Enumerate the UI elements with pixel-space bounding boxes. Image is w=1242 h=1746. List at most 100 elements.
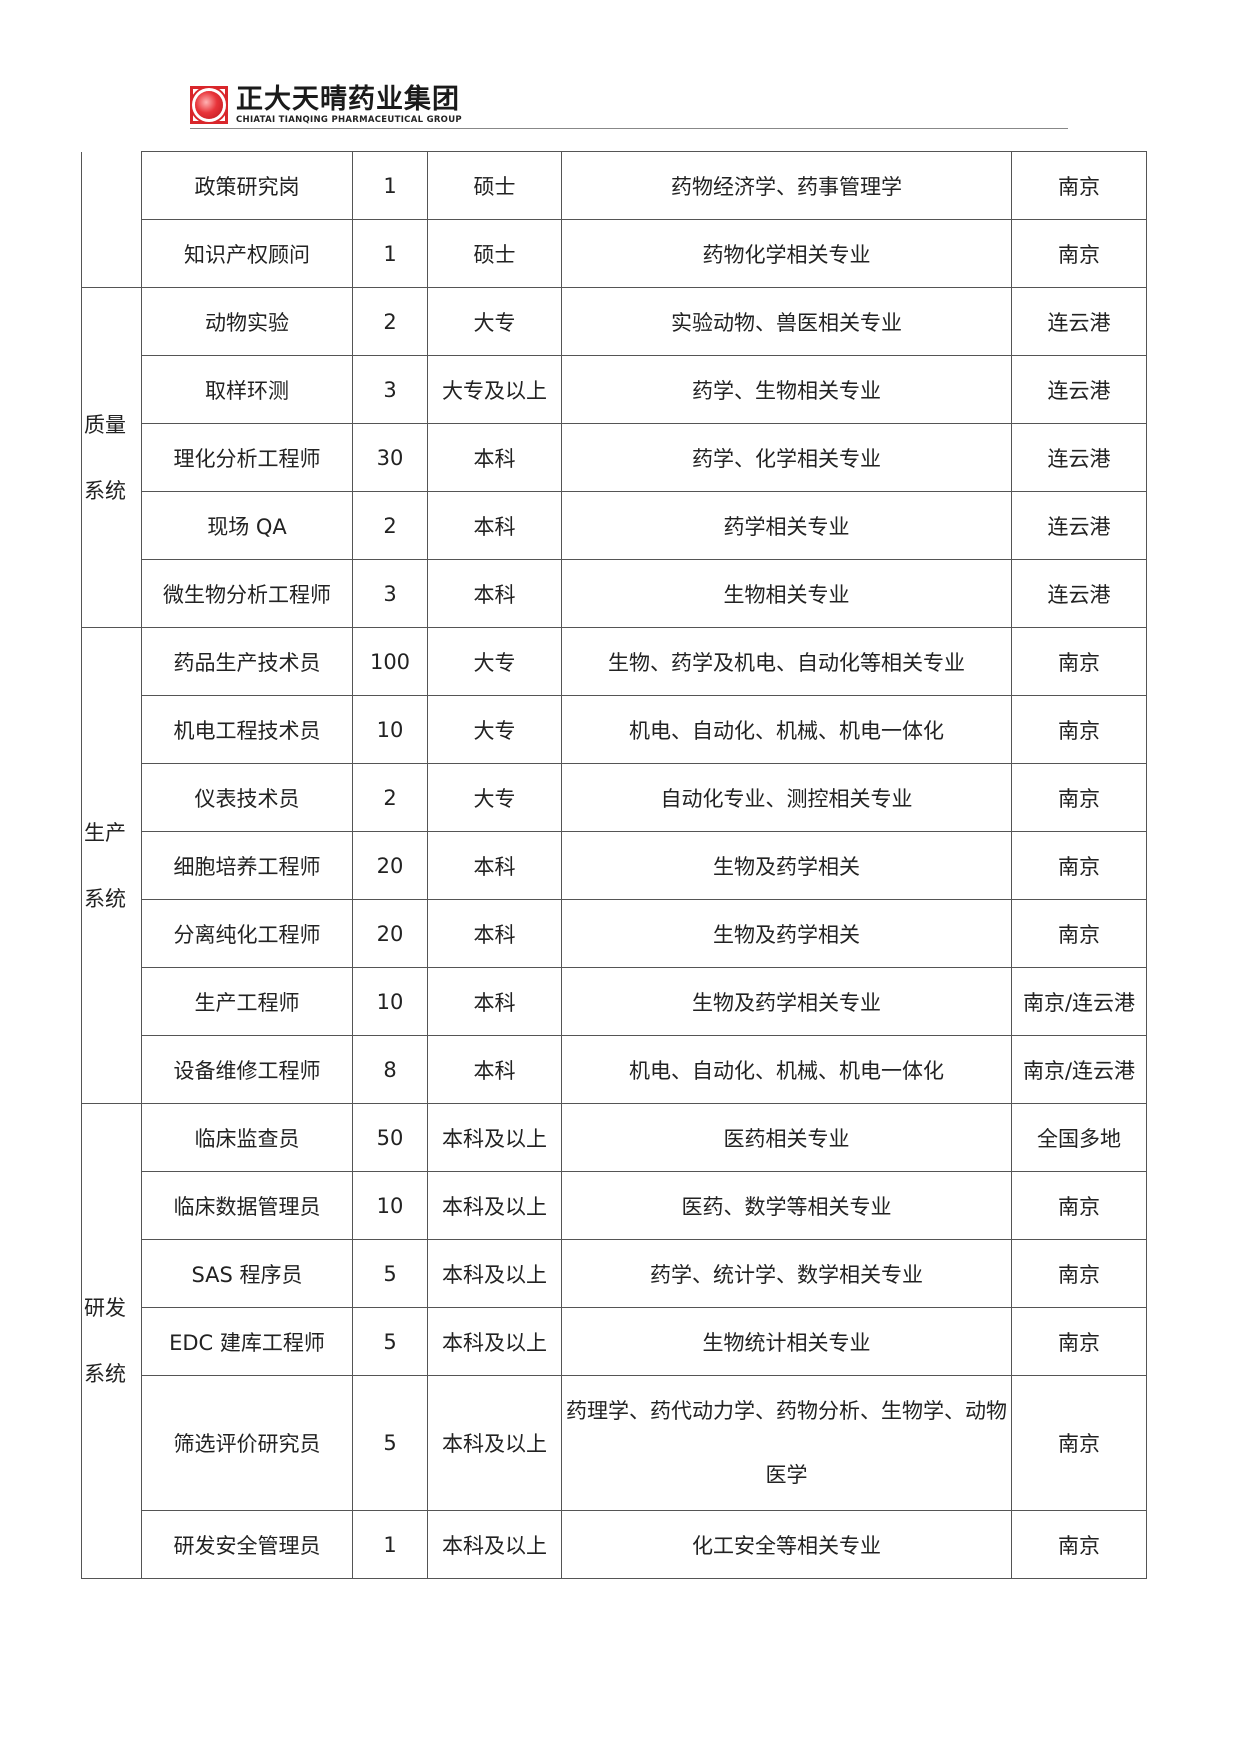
table-row: 取样环测 3 大专及以上 药学、生物相关专业 连云港 <box>82 355 1147 424</box>
table-row: 分离纯化工程师 20 本科 生物及药学相关 南京 <box>82 899 1147 968</box>
major-cell: 药理学、药代动力学、药物分析、生物学、动物医学 <box>561 1375 1012 1511</box>
table-row: 微生物分析工程师 3 本科 生物相关专业 连云港 <box>82 559 1147 628</box>
position-cell: 知识产权顾问 <box>141 219 353 288</box>
major-cell: 实验动物、兽医相关专业 <box>561 287 1012 356</box>
location-cell: 全国多地 <box>1011 1103 1147 1172</box>
education-cell: 本科及以上 <box>427 1375 562 1511</box>
category-label: 系统 <box>84 478 126 503</box>
major-cell: 药物化学相关专业 <box>561 219 1012 288</box>
location-cell: 连云港 <box>1011 423 1147 492</box>
table-row: 生产工程师 10 本科 生物及药学相关专业 南京/连云港 <box>82 967 1147 1036</box>
major-cell: 生物统计相关专业 <box>561 1307 1012 1376</box>
position-cell: 动物实验 <box>141 287 353 356</box>
position-cell: 生产工程师 <box>141 967 353 1036</box>
location-cell: 南京 <box>1011 1171 1147 1240</box>
education-cell: 大专 <box>427 287 562 356</box>
position-cell: 设备维修工程师 <box>141 1035 353 1104</box>
major-cell: 药物经济学、药事管理学 <box>561 151 1012 220</box>
category-label: 质量 <box>84 412 126 437</box>
position-cell: 现场 QA <box>141 491 353 560</box>
location-cell: 连云港 <box>1011 559 1147 628</box>
position-cell: 临床监查员 <box>141 1103 353 1172</box>
major-cell: 生物及药学相关 <box>561 899 1012 968</box>
headcount-cell: 50 <box>352 1103 428 1172</box>
location-cell: 南京 <box>1011 219 1147 288</box>
education-cell: 本科 <box>427 559 562 628</box>
major-cell: 机电、自动化、机械、机电一体化 <box>561 695 1012 764</box>
position-cell: 分离纯化工程师 <box>141 899 353 968</box>
education-cell: 本科 <box>427 831 562 900</box>
location-cell: 南京 <box>1011 1307 1147 1376</box>
education-cell: 本科及以上 <box>427 1510 562 1579</box>
table-row: 质量 系统 动物实验 2 大专 实验动物、兽医相关专业 连云港 <box>81 287 1147 628</box>
position-cell: 临床数据管理员 <box>141 1171 353 1240</box>
location-cell: 南京 <box>1011 763 1147 832</box>
major-cell: 药学相关专业 <box>561 491 1012 560</box>
headcount-cell: 8 <box>352 1035 428 1104</box>
category-label: 系统 <box>84 886 126 911</box>
headcount-cell: 5 <box>352 1239 428 1308</box>
education-cell: 本科及以上 <box>427 1239 562 1308</box>
category-cell: 研发 系统 <box>81 1103 142 1579</box>
location-cell: 南京/连云港 <box>1011 967 1147 1036</box>
location-cell: 南京 <box>1011 627 1147 696</box>
major-cell: 医药相关专业 <box>561 1103 1012 1172</box>
education-cell: 本科 <box>427 967 562 1036</box>
major-cell: 化工安全等相关专业 <box>561 1510 1012 1579</box>
headcount-cell: 20 <box>352 899 428 968</box>
headcount-cell: 10 <box>352 695 428 764</box>
table-row: 细胞培养工程师 20 本科 生物及药学相关 南京 <box>82 831 1147 900</box>
category-label: 研发 <box>84 1296 126 1320</box>
education-cell: 硕士 <box>427 151 562 220</box>
headcount-cell: 2 <box>352 287 428 356</box>
headcount-cell: 1 <box>352 151 428 220</box>
education-cell: 大专 <box>427 763 562 832</box>
table-row: 政策研究岗 1 硕士 药物经济学、药事管理学 南京 <box>81 151 1147 288</box>
location-cell: 南京 <box>1011 1510 1147 1579</box>
position-cell: 政策研究岗 <box>141 151 353 220</box>
headcount-cell: 10 <box>352 967 428 1036</box>
table-row: 机电工程技术员 10 大专 机电、自动化、机械、机电一体化 南京 <box>82 695 1147 764</box>
position-cell: 取样环测 <box>141 355 353 424</box>
position-cell: 筛选评价研究员 <box>141 1375 353 1511</box>
location-cell: 南京 <box>1011 1239 1147 1308</box>
education-cell: 本科 <box>427 899 562 968</box>
table-row: 研发 系统 临床监查员 50 本科及以上 医药相关专业 全国多地 <box>81 1103 1147 1579</box>
position-cell: SAS 程序员 <box>141 1239 353 1308</box>
headcount-cell: 3 <box>352 355 428 424</box>
education-cell: 本科 <box>427 1035 562 1104</box>
headcount-cell: 5 <box>352 1307 428 1376</box>
category-cell: 生产 系统 <box>81 627 142 1104</box>
location-cell: 南京 <box>1011 151 1147 220</box>
major-cell: 生物、药学及机电、自动化等相关专业 <box>561 627 1012 696</box>
position-cell: 细胞培养工程师 <box>141 831 353 900</box>
table-row: 设备维修工程师 8 本科 机电、自动化、机械、机电一体化 南京/连云港 <box>82 1035 1147 1104</box>
education-cell: 本科及以上 <box>427 1103 562 1172</box>
location-cell: 连云港 <box>1011 355 1147 424</box>
headcount-cell: 100 <box>352 627 428 696</box>
category-label: 系统 <box>84 1362 126 1386</box>
table-row: 理化分析工程师 30 本科 药学、化学相关专业 连云港 <box>82 423 1147 492</box>
headcount-cell: 1 <box>352 219 428 288</box>
table-row: 现场 QA 2 本科 药学相关专业 连云港 <box>82 491 1147 560</box>
table-row: 知识产权顾问 1 硕士 药物化学相关专业 南京 <box>82 219 1147 288</box>
location-cell: 南京 <box>1011 831 1147 900</box>
table-row: SAS 程序员 5 本科及以上 药学、统计学、数学相关专业 南京 <box>82 1239 1147 1308</box>
table-row: 生产 系统 药品生产技术员 100 大专 生物、药学及机电、自动化等相关专业 南京 <box>81 627 1147 1104</box>
table-row: 仪表技术员 2 大专 自动化专业、测控相关专业 南京 <box>82 763 1147 832</box>
headcount-cell: 5 <box>352 1375 428 1511</box>
position-cell: 机电工程技术员 <box>141 695 353 764</box>
location-cell: 南京 <box>1011 695 1147 764</box>
location-cell: 南京 <box>1011 1375 1147 1511</box>
headcount-cell: 20 <box>352 831 428 900</box>
table-row: 研发安全管理员 1 本科及以上 化工安全等相关专业 南京 <box>82 1510 1147 1579</box>
education-cell: 本科及以上 <box>427 1307 562 1376</box>
major-cell: 生物及药学相关 <box>561 831 1012 900</box>
location-cell: 南京 <box>1011 899 1147 968</box>
location-cell: 连云港 <box>1011 287 1147 356</box>
education-cell: 硕士 <box>427 219 562 288</box>
position-cell: EDC 建库工程师 <box>141 1307 353 1376</box>
major-cell: 药学、生物相关专业 <box>561 355 1012 424</box>
major-cell: 生物及药学相关专业 <box>561 967 1012 1036</box>
education-cell: 本科 <box>427 491 562 560</box>
